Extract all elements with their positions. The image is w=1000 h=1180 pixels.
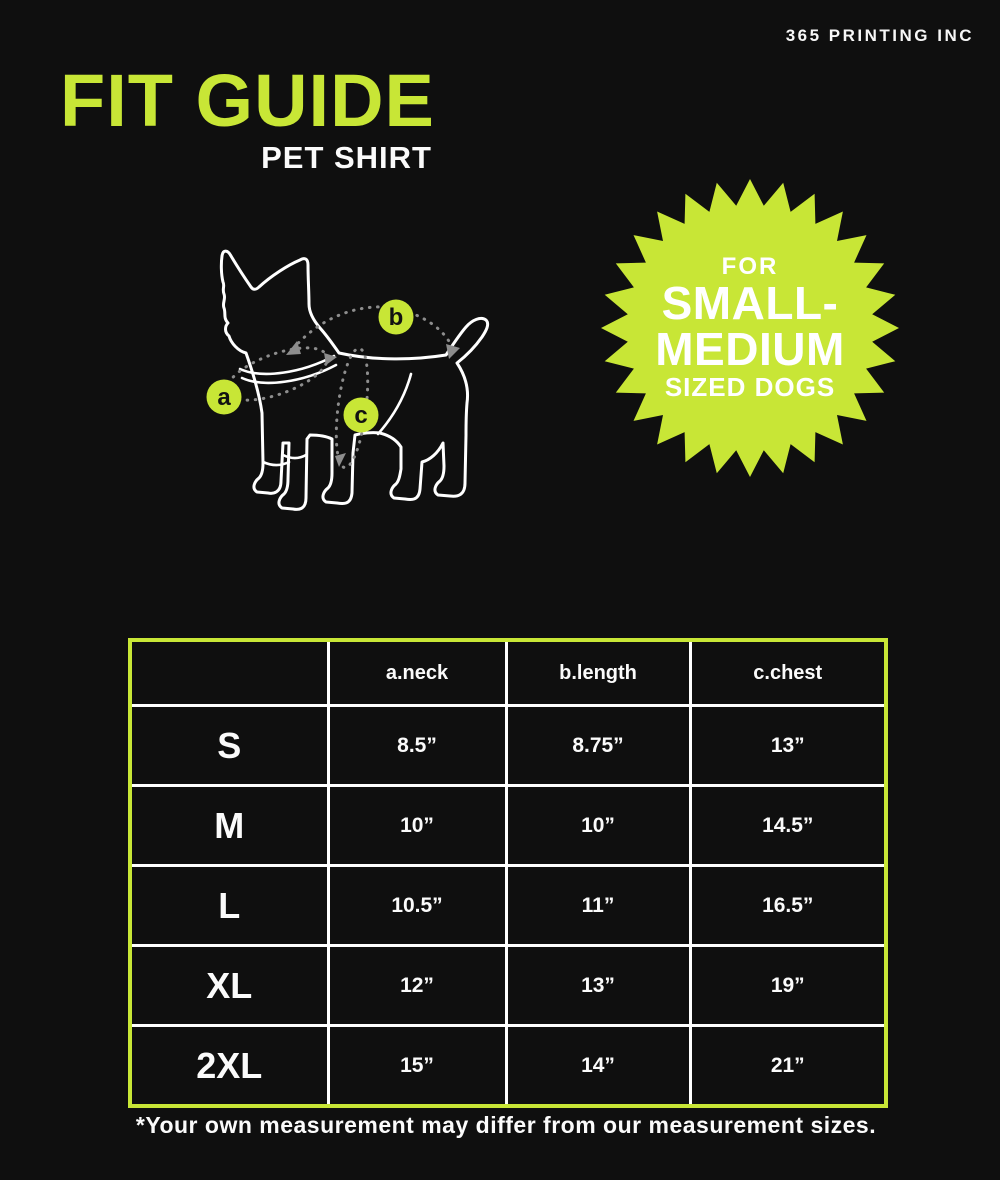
marker-c-label: c xyxy=(354,402,367,429)
starburst-icon xyxy=(601,179,899,477)
size-cell: S xyxy=(128,704,330,787)
value-cell: 10” xyxy=(326,784,508,867)
shirt-collar-line xyxy=(238,354,336,376)
shirt-hem-line xyxy=(376,372,413,436)
page-subtitle: PET SHIRT xyxy=(261,140,432,175)
arrowhead xyxy=(335,453,346,467)
dog-diagram-svg: a b c xyxy=(206,249,490,511)
value-cell: 8.5” xyxy=(326,704,508,787)
size-table: a.neck b.length c.chest S 8.5” 8.75” 13”… xyxy=(128,638,888,1108)
value-cell: 11” xyxy=(504,864,692,947)
footnote: *Your own measurement may differ from ou… xyxy=(135,1112,877,1138)
header-cell-length: b.length xyxy=(504,638,692,707)
size-cell: 2XL xyxy=(128,1024,330,1108)
dog-measurement-diagram: a b c xyxy=(150,243,520,543)
shirt-sleeve-line xyxy=(261,460,291,467)
arrowhead xyxy=(324,353,337,365)
table-header-row: a.neck b.length c.chest xyxy=(128,638,888,707)
value-cell: 21” xyxy=(688,1024,888,1108)
brand-name: 365 PRINTING INC xyxy=(785,26,974,45)
marker-b-circle xyxy=(378,299,414,335)
value-cell: 15” xyxy=(326,1024,508,1108)
arrowhead xyxy=(446,344,460,359)
badge-line-medium: MEDIUM xyxy=(655,323,845,376)
marker-a-label: a xyxy=(217,384,231,411)
badge-line-sized-dogs: SIZED DOGS xyxy=(664,372,836,403)
value-cell: 13” xyxy=(504,944,692,1027)
value-cell: 13” xyxy=(688,704,888,787)
badge-line-for: FOR xyxy=(721,252,779,280)
value-cell: 14.5” xyxy=(688,784,888,867)
size-cell: L xyxy=(128,864,330,947)
length-measure-arc xyxy=(291,305,456,354)
shirt-sleeve-line-2 xyxy=(281,453,308,460)
value-cell: 8.75” xyxy=(504,704,692,787)
marker-a-circle xyxy=(206,379,242,415)
starburst-shape xyxy=(601,179,899,477)
table-row: M 10” 10” 14.5” xyxy=(128,784,888,867)
value-cell: 10.5” xyxy=(326,864,508,947)
dog-outline xyxy=(219,249,490,511)
header-cell-neck: a.neck xyxy=(326,638,508,707)
size-cell: M xyxy=(128,784,330,867)
value-cell: 14” xyxy=(504,1024,692,1108)
badge-text: FOR SMALL- MEDIUM SIZED DOGS xyxy=(600,178,900,478)
table-row: XL 12” 13” 19” xyxy=(128,944,888,1027)
table-row: 2XL 15” 14” 21” xyxy=(128,1024,888,1108)
value-cell: 10” xyxy=(504,784,692,867)
table-row: S 8.5” 8.75” 13” xyxy=(128,704,888,787)
badge-line-small: SMALL- xyxy=(661,277,839,330)
marker-b-label: b xyxy=(389,304,404,331)
badge-small-medium: FOR SMALL- MEDIUM SIZED DOGS xyxy=(600,178,900,478)
value-cell: 16.5” xyxy=(688,864,888,947)
size-cell: XL xyxy=(128,944,330,1027)
value-cell: 19” xyxy=(688,944,888,1027)
table-row: L 10.5” 11” 16.5” xyxy=(128,864,888,947)
value-cell: 12” xyxy=(326,944,508,1027)
arrowhead xyxy=(286,341,301,355)
shirt-collar-line-lower xyxy=(240,363,338,385)
marker-c-circle xyxy=(343,397,379,433)
page-title: FIT GUIDE xyxy=(60,59,435,142)
header-cell-size xyxy=(128,638,330,707)
header-cell-chest: c.chest xyxy=(688,638,888,707)
